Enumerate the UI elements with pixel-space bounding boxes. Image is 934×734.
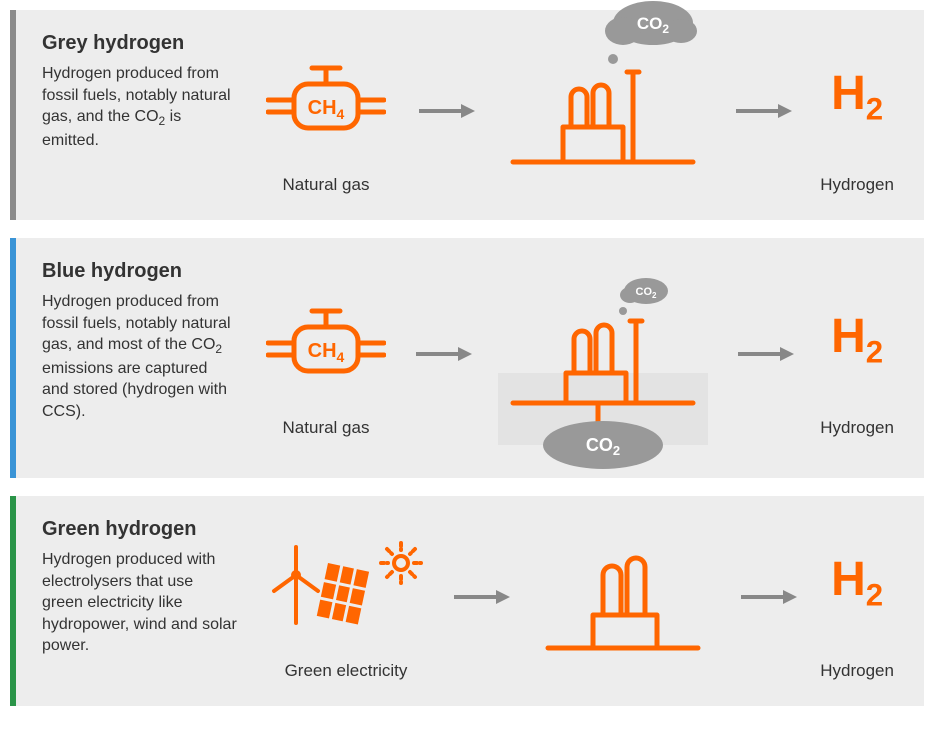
- text-column: Grey hydrogen Hydrogen produced from fos…: [16, 10, 256, 220]
- h2-symbol: H2: [831, 27, 883, 167]
- renewables-icon: [266, 513, 426, 653]
- panel-title: Green hydrogen: [42, 518, 238, 541]
- co2-cloud-icon: CO2: [605, 1, 697, 45]
- h2-symbol: H2: [831, 513, 883, 653]
- output-label: Hydrogen: [820, 418, 894, 438]
- output-label: Hydrogen: [820, 175, 894, 195]
- text-column: Blue hydrogen Hydrogen produced from fos…: [16, 238, 256, 478]
- panel-grey: Grey hydrogen Hydrogen produced from fos…: [10, 10, 924, 220]
- panel-title: Blue hydrogen: [42, 260, 238, 283]
- input-stage: CH4 Natural gas: [266, 270, 386, 438]
- solar-panel-icon: [317, 563, 369, 625]
- svg-text:CH4: CH4: [308, 97, 345, 122]
- output-stage: H2 Hydrogen: [820, 27, 894, 195]
- diagram-column: Green electricity: [256, 496, 924, 706]
- panel-blue: Blue hydrogen Hydrogen produced from fos…: [10, 238, 924, 478]
- panel-description: Hydrogen produced from fossil fuels, not…: [42, 63, 238, 151]
- co2-small-cloud-icon: CO2: [620, 278, 668, 304]
- output-stage: H2 Hydrogen: [820, 270, 894, 438]
- arrow-icon: [734, 344, 794, 364]
- wind-icon: [274, 547, 318, 623]
- input-label: Green electricity: [285, 661, 408, 681]
- plant-stage: CO2 CO2: [498, 263, 708, 445]
- h2-symbol: H2: [831, 270, 883, 410]
- plant-capture-icon: CO2 CO2: [498, 263, 708, 413]
- plant-label: [601, 175, 606, 195]
- plant-stage: [533, 513, 713, 681]
- output-stage: H2 Hydrogen: [820, 513, 894, 681]
- arrow-icon: [450, 587, 510, 607]
- electrolyser-icon: [533, 513, 713, 653]
- input-label: Natural gas: [283, 418, 370, 438]
- diagram-column: CH4 Natural gas CO2: [256, 238, 924, 478]
- input-stage: CH4 Natural gas: [266, 27, 386, 195]
- input-label: Natural gas: [283, 175, 370, 195]
- arrow-icon: [415, 101, 475, 121]
- panel-description: Hydrogen produced with electrolysers tha…: [42, 549, 238, 657]
- input-stage: Green electricity: [266, 513, 426, 681]
- sun-icon: [381, 543, 421, 583]
- panel-description: Hydrogen produced from fossil fuels, not…: [42, 291, 238, 422]
- valve-icon: CH4: [266, 27, 386, 167]
- panel-green: Green hydrogen Hydrogen produced with el…: [10, 496, 924, 706]
- arrow-icon: [737, 587, 797, 607]
- text-column: Green hydrogen Hydrogen produced with el…: [16, 496, 256, 706]
- arrow-icon: [412, 344, 472, 364]
- svg-text:CH4: CH4: [308, 340, 345, 365]
- plant-emit-icon: CO2: [503, 27, 703, 167]
- valve-icon: CH4: [266, 270, 386, 410]
- output-label: Hydrogen: [820, 661, 894, 681]
- plant-stage: CO2: [503, 27, 703, 195]
- diagram-column: CH4 Natural gas CO2: [256, 10, 924, 220]
- panel-title: Grey hydrogen: [42, 32, 238, 55]
- arrow-icon: [732, 101, 792, 121]
- plant-label: [621, 661, 626, 681]
